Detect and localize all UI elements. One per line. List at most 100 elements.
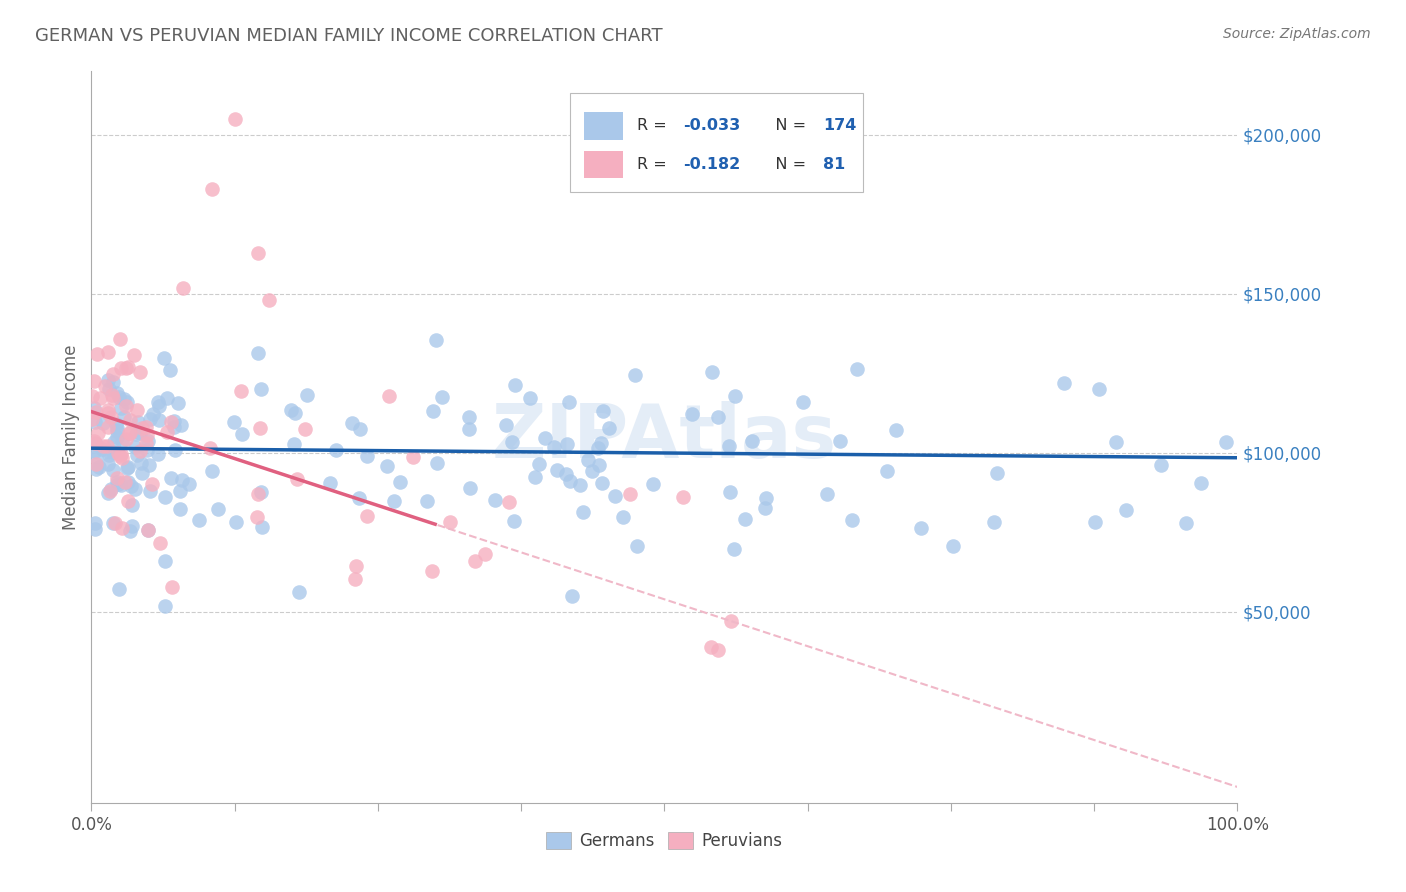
Point — [591, 476, 613, 491]
Point — [257, 293, 280, 308]
Point — [141, 477, 163, 491]
Point — [249, 421, 271, 435]
Point — [672, 490, 695, 504]
Point — [108, 582, 131, 596]
Point — [420, 564, 443, 578]
Point — [146, 394, 169, 409]
Point — [160, 581, 183, 595]
Point — [118, 426, 141, 441]
Point — [534, 431, 557, 445]
Point — [108, 450, 131, 464]
Point — [1115, 503, 1137, 517]
Point — [250, 383, 273, 397]
Point — [97, 403, 120, 417]
Y-axis label: Median Family Income: Median Family Income — [62, 344, 80, 530]
Point — [83, 443, 105, 458]
Point — [1084, 515, 1107, 529]
Point — [457, 422, 479, 436]
Point — [118, 413, 141, 427]
Point — [97, 486, 120, 500]
Point — [127, 415, 149, 429]
FancyBboxPatch shape — [571, 94, 862, 192]
Point — [136, 442, 159, 457]
Point — [285, 472, 308, 486]
Point — [402, 450, 425, 464]
Point — [592, 403, 614, 417]
Point — [97, 373, 120, 387]
Point — [148, 447, 170, 461]
Point — [1215, 435, 1237, 450]
Point — [222, 415, 245, 429]
Point — [111, 434, 134, 449]
Point — [720, 614, 742, 628]
Point — [103, 435, 125, 450]
Point — [100, 387, 122, 401]
Point — [124, 482, 146, 496]
Point — [107, 446, 129, 460]
Point — [426, 456, 449, 470]
Point — [84, 415, 107, 429]
Point — [543, 440, 565, 454]
Point — [105, 475, 128, 489]
Point — [128, 425, 150, 440]
Point — [484, 492, 506, 507]
Point — [153, 599, 176, 613]
Point — [86, 437, 108, 451]
Point — [135, 420, 157, 434]
Point — [942, 539, 965, 553]
Point — [105, 430, 128, 444]
Point — [110, 361, 132, 376]
Point — [160, 415, 183, 429]
Point — [117, 359, 139, 374]
Point — [125, 448, 148, 462]
Point — [107, 386, 129, 401]
Point — [623, 368, 645, 383]
Point — [349, 422, 371, 436]
Point — [377, 389, 399, 403]
Legend: Germans, Peruvians: Germans, Peruvians — [540, 825, 789, 856]
Point — [103, 391, 125, 405]
Text: 174: 174 — [823, 119, 856, 134]
Point — [110, 401, 132, 416]
Point — [1088, 382, 1111, 396]
Point — [207, 502, 229, 516]
Point — [159, 363, 181, 377]
Point — [246, 510, 269, 524]
Point — [170, 473, 193, 487]
Point — [121, 498, 143, 512]
Point — [114, 475, 136, 489]
Point — [120, 426, 142, 441]
Point — [104, 516, 127, 530]
Point — [166, 396, 188, 410]
Point — [124, 348, 146, 362]
Point — [110, 450, 132, 465]
Point — [156, 425, 179, 440]
Point — [382, 494, 405, 508]
Point — [523, 469, 546, 483]
Point — [707, 643, 730, 657]
Point — [83, 374, 105, 388]
Point — [707, 409, 730, 424]
Point — [569, 478, 592, 492]
Point — [501, 435, 523, 450]
Text: R =: R = — [637, 157, 678, 172]
Point — [343, 572, 366, 586]
Point — [100, 483, 122, 497]
Point — [527, 457, 550, 471]
Point — [201, 182, 224, 196]
Point — [319, 475, 342, 490]
Point — [555, 467, 578, 482]
Point — [100, 409, 122, 424]
Point — [641, 477, 664, 491]
FancyBboxPatch shape — [583, 112, 623, 140]
Point — [120, 479, 142, 493]
Point — [121, 518, 143, 533]
Point — [86, 347, 108, 361]
Point — [224, 112, 246, 126]
Point — [115, 460, 138, 475]
Point — [120, 524, 142, 538]
Point — [519, 391, 541, 405]
Point — [91, 439, 114, 453]
Point — [250, 520, 273, 534]
Point — [198, 441, 221, 455]
